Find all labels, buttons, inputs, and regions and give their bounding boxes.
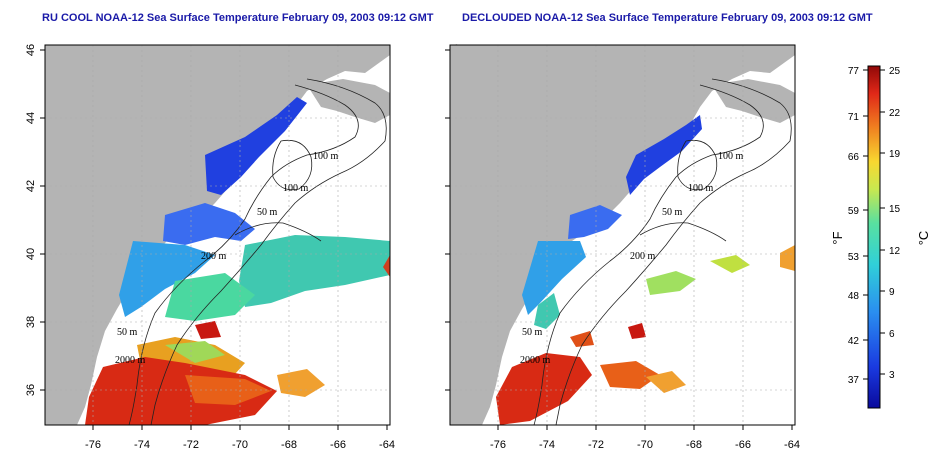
contour-label: 50 m	[662, 207, 683, 218]
contour-label: 200 m	[630, 251, 656, 262]
contour-label: 2000 m	[115, 355, 146, 366]
f-tick: 48	[848, 291, 860, 302]
lon-tick: -72	[183, 439, 199, 451]
lon-tick: -76	[490, 439, 506, 451]
lon-tick: -70	[637, 439, 653, 451]
right-panel-title: DECLOUDED NOAA-12 Sea Surface Temperatur…	[462, 12, 873, 24]
f-tick: 42	[848, 336, 860, 347]
left-sst-map: 100 m 100 m 50 m 200 m 50 m 2000 m	[40, 44, 391, 430]
c-tick: 12	[889, 246, 901, 257]
lon-tick: -76	[85, 439, 101, 451]
lon-tick: -70	[232, 439, 248, 451]
right-sst-map: 100 m 100 m 50 m 200 m 50 m 2000 m	[445, 44, 796, 430]
lon-tick: -74	[134, 439, 150, 451]
lon-tick: -66	[330, 439, 346, 451]
lon-tick: -68	[281, 439, 297, 451]
f-tick: 71	[848, 112, 860, 123]
contour-label: 100 m	[718, 151, 744, 162]
lat-tick: 36	[25, 384, 37, 396]
lat-tick: 44	[25, 112, 37, 124]
contour-label: 50 m	[257, 207, 278, 218]
lat-tick: 42	[25, 180, 37, 192]
c-tick: 15	[889, 204, 901, 215]
lon-tick: -66	[735, 439, 751, 451]
land-mass	[45, 45, 390, 425]
contour-label: 100 m	[283, 183, 309, 194]
f-tick: 37	[848, 375, 860, 386]
contour-label: 100 m	[313, 151, 339, 162]
lon-tick: -68	[686, 439, 702, 451]
c-tick: 9	[889, 287, 895, 298]
contour-label: 100 m	[688, 183, 714, 194]
colorbar	[867, 65, 881, 409]
fahrenheit-label: °F	[830, 231, 845, 244]
f-tick: 66	[848, 152, 860, 163]
c-tick: 25	[889, 66, 901, 77]
lon-tick: -72	[588, 439, 604, 451]
contour-label: 50 m	[522, 327, 543, 338]
celsius-label: °C	[916, 231, 931, 246]
contour-label: 2000 m	[520, 355, 551, 366]
contour-label: 50 m	[117, 327, 138, 338]
lat-tick: 40	[25, 248, 37, 260]
f-tick: 59	[848, 206, 860, 217]
f-tick: 77	[848, 66, 860, 77]
lat-tick: 46	[25, 44, 37, 56]
lat-tick: 38	[25, 316, 37, 328]
lon-tick: -74	[539, 439, 555, 451]
lon-tick: -64	[379, 439, 395, 451]
land-mass	[450, 45, 795, 425]
c-tick: 3	[889, 370, 895, 381]
c-tick: 19	[889, 149, 901, 160]
c-tick: 22	[889, 108, 901, 119]
lon-tick: -64	[784, 439, 800, 451]
contour-label: 200 m	[201, 251, 227, 262]
f-tick: 53	[848, 252, 860, 263]
c-tick: 6	[889, 329, 895, 340]
left-panel-title: RU COOL NOAA-12 Sea Surface Temperature …	[42, 12, 434, 24]
